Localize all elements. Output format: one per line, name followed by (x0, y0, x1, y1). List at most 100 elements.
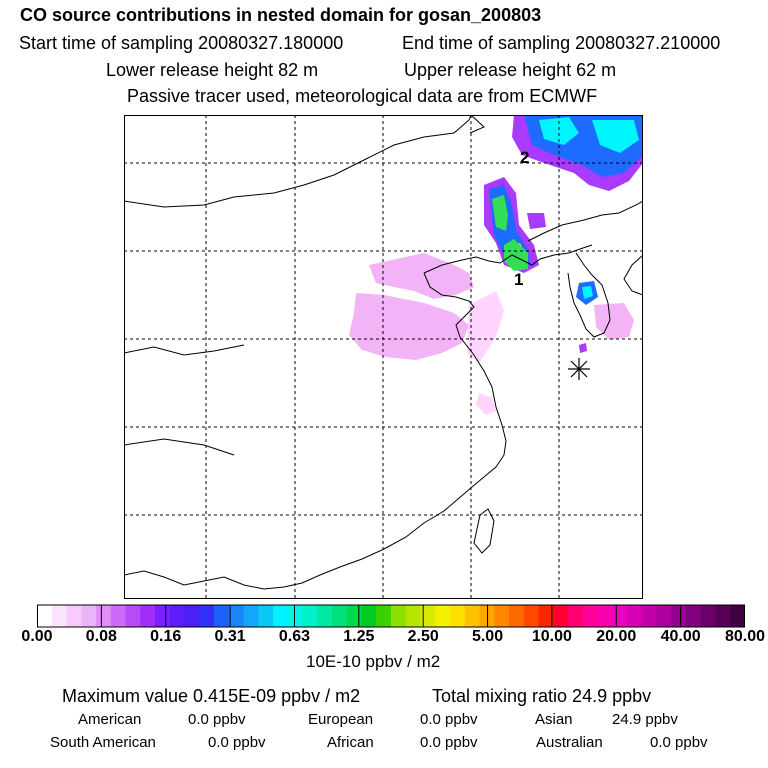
coastline-japan (623, 254, 643, 296)
colorbar-swatch (538, 605, 554, 627)
colorbar-swatch (37, 605, 53, 627)
source-label-1: 1 (514, 270, 523, 289)
colorbar-swatch (361, 605, 377, 627)
plume-region-korea (594, 303, 634, 340)
colorbar-tick-label: 0.31 (214, 628, 246, 645)
colorbar-unit: 10E-10 ppbv / m2 (306, 652, 441, 671)
start-time: Start time of sampling 20080327.180000 (19, 33, 344, 53)
plume-region-central (349, 293, 469, 360)
coastline-border-west (469, 115, 485, 134)
plume-region-northeast-cyan (539, 117, 579, 145)
colorbar-swatch (332, 605, 348, 627)
colorbar (37, 604, 745, 628)
colorbar-swatch (612, 605, 628, 627)
coastline-korea-border (527, 200, 643, 242)
colorbar-swatch (169, 605, 186, 627)
colorbar-swatch (317, 605, 333, 627)
coastline-shandong (423, 272, 507, 442)
end-time: End time of sampling 20080327.210000 (402, 33, 721, 53)
colorbar-frame (37, 604, 745, 628)
coastline-south (124, 440, 507, 590)
colorbar-swatch (391, 605, 407, 627)
plume-region-east (527, 213, 546, 229)
colorbar-tick-label: 0.00 (21, 628, 53, 645)
asian-label: Asian (535, 711, 573, 728)
australian-value: 0.0 ppbv (650, 734, 708, 751)
colorbar-swatch (582, 605, 599, 627)
coastline-korea-peninsula (567, 252, 611, 338)
colorbar-swatch (155, 605, 171, 627)
colorbar-swatch (641, 605, 658, 627)
tracer-note: Passive tracer used, meteorological data… (127, 86, 598, 106)
colorbar-swatch (110, 605, 127, 627)
receptor-asterisk-icon (568, 358, 590, 380)
colorbar-swatch (553, 605, 569, 627)
colorbar-tick-label: 10.00 (531, 628, 572, 645)
graticule (124, 115, 643, 599)
colorbar-swatch (656, 605, 672, 627)
colorbar-swatch (302, 605, 318, 627)
plume-region-south (467, 291, 504, 363)
colorbar-swatch (199, 605, 215, 627)
plume-layer (349, 115, 643, 415)
colorbar-swatch (450, 605, 466, 627)
colorbar-swatch (243, 605, 259, 627)
inland-border-1 (124, 344, 245, 356)
colorbar-swatch (376, 605, 392, 627)
colorbar-tick-label: 0.08 (85, 628, 117, 645)
colorbar-swatch (568, 605, 584, 627)
colorbar-swatch (627, 605, 643, 627)
map-frame (124, 115, 643, 599)
colorbar-tick-label: 1.25 (343, 628, 375, 645)
african-label: African (327, 734, 374, 751)
map-title: CO source contributions in nested domain… (20, 5, 542, 25)
colorbar-swatch (346, 605, 363, 627)
colorbar-swatch (405, 605, 422, 627)
colorbar-tick-label: 0.16 (150, 628, 182, 645)
colorbar-tick-label: 40.00 (660, 628, 701, 645)
colorbar-tick-label: 0.63 (278, 628, 311, 645)
colorbar-swatch (597, 605, 613, 627)
plume-region-central-green (492, 195, 508, 231)
coastline-layer (124, 115, 643, 590)
coastline-bohai (423, 244, 593, 274)
colorbar-swatch (140, 605, 156, 627)
source-label-2: 2 (520, 148, 529, 167)
plume-region-northeast-cyan-2 (592, 120, 639, 153)
map-panel: 1 2 (124, 115, 643, 599)
colorbar-swatch (464, 605, 481, 627)
american-value: 0.0 ppbv (188, 711, 246, 728)
colorbar-swatch (494, 605, 510, 627)
colorbar-tick-label: 20.00 (596, 628, 637, 645)
european-label: European (308, 711, 374, 728)
taiwan-island (473, 508, 495, 554)
colorbar-swatch (435, 605, 451, 627)
lower-release-height: Lower release height 82 m (106, 60, 319, 80)
plume-region-source-green (504, 239, 528, 271)
australian-label: Australian (536, 734, 603, 751)
colorbar-swatch (523, 605, 540, 627)
coastline-north (124, 115, 472, 208)
colorbar-swatch (420, 605, 436, 627)
colorbar-swatch (273, 605, 289, 627)
colorbar-swatch (184, 605, 200, 627)
colorbar-swatch (715, 605, 731, 627)
plume-region-west (369, 253, 474, 299)
colorbar-swatch (214, 605, 230, 627)
colorbar-swatch (81, 605, 97, 627)
colorbar-swatch (51, 605, 68, 627)
colorbar-swatch (228, 605, 245, 627)
american-label: American (78, 711, 142, 728)
colorbar-tick-label: 80.00 (724, 628, 766, 645)
colorbar-swatch (287, 605, 304, 627)
european-value: 0.0 ppbv (420, 711, 478, 728)
plume-region-korea-cyan (582, 286, 593, 299)
upper-release-height: Upper release height 62 m (404, 60, 617, 80)
colorbar-swatch (96, 605, 112, 627)
south-american-label: South American (50, 734, 156, 751)
plume-region-korea-violet (579, 343, 587, 353)
colorbar-swatch (125, 605, 141, 627)
plume-region-coast (476, 393, 496, 415)
asian-value: 24.9 ppbv (612, 711, 678, 728)
colorbar-tick-label: 5.00 (471, 628, 504, 645)
